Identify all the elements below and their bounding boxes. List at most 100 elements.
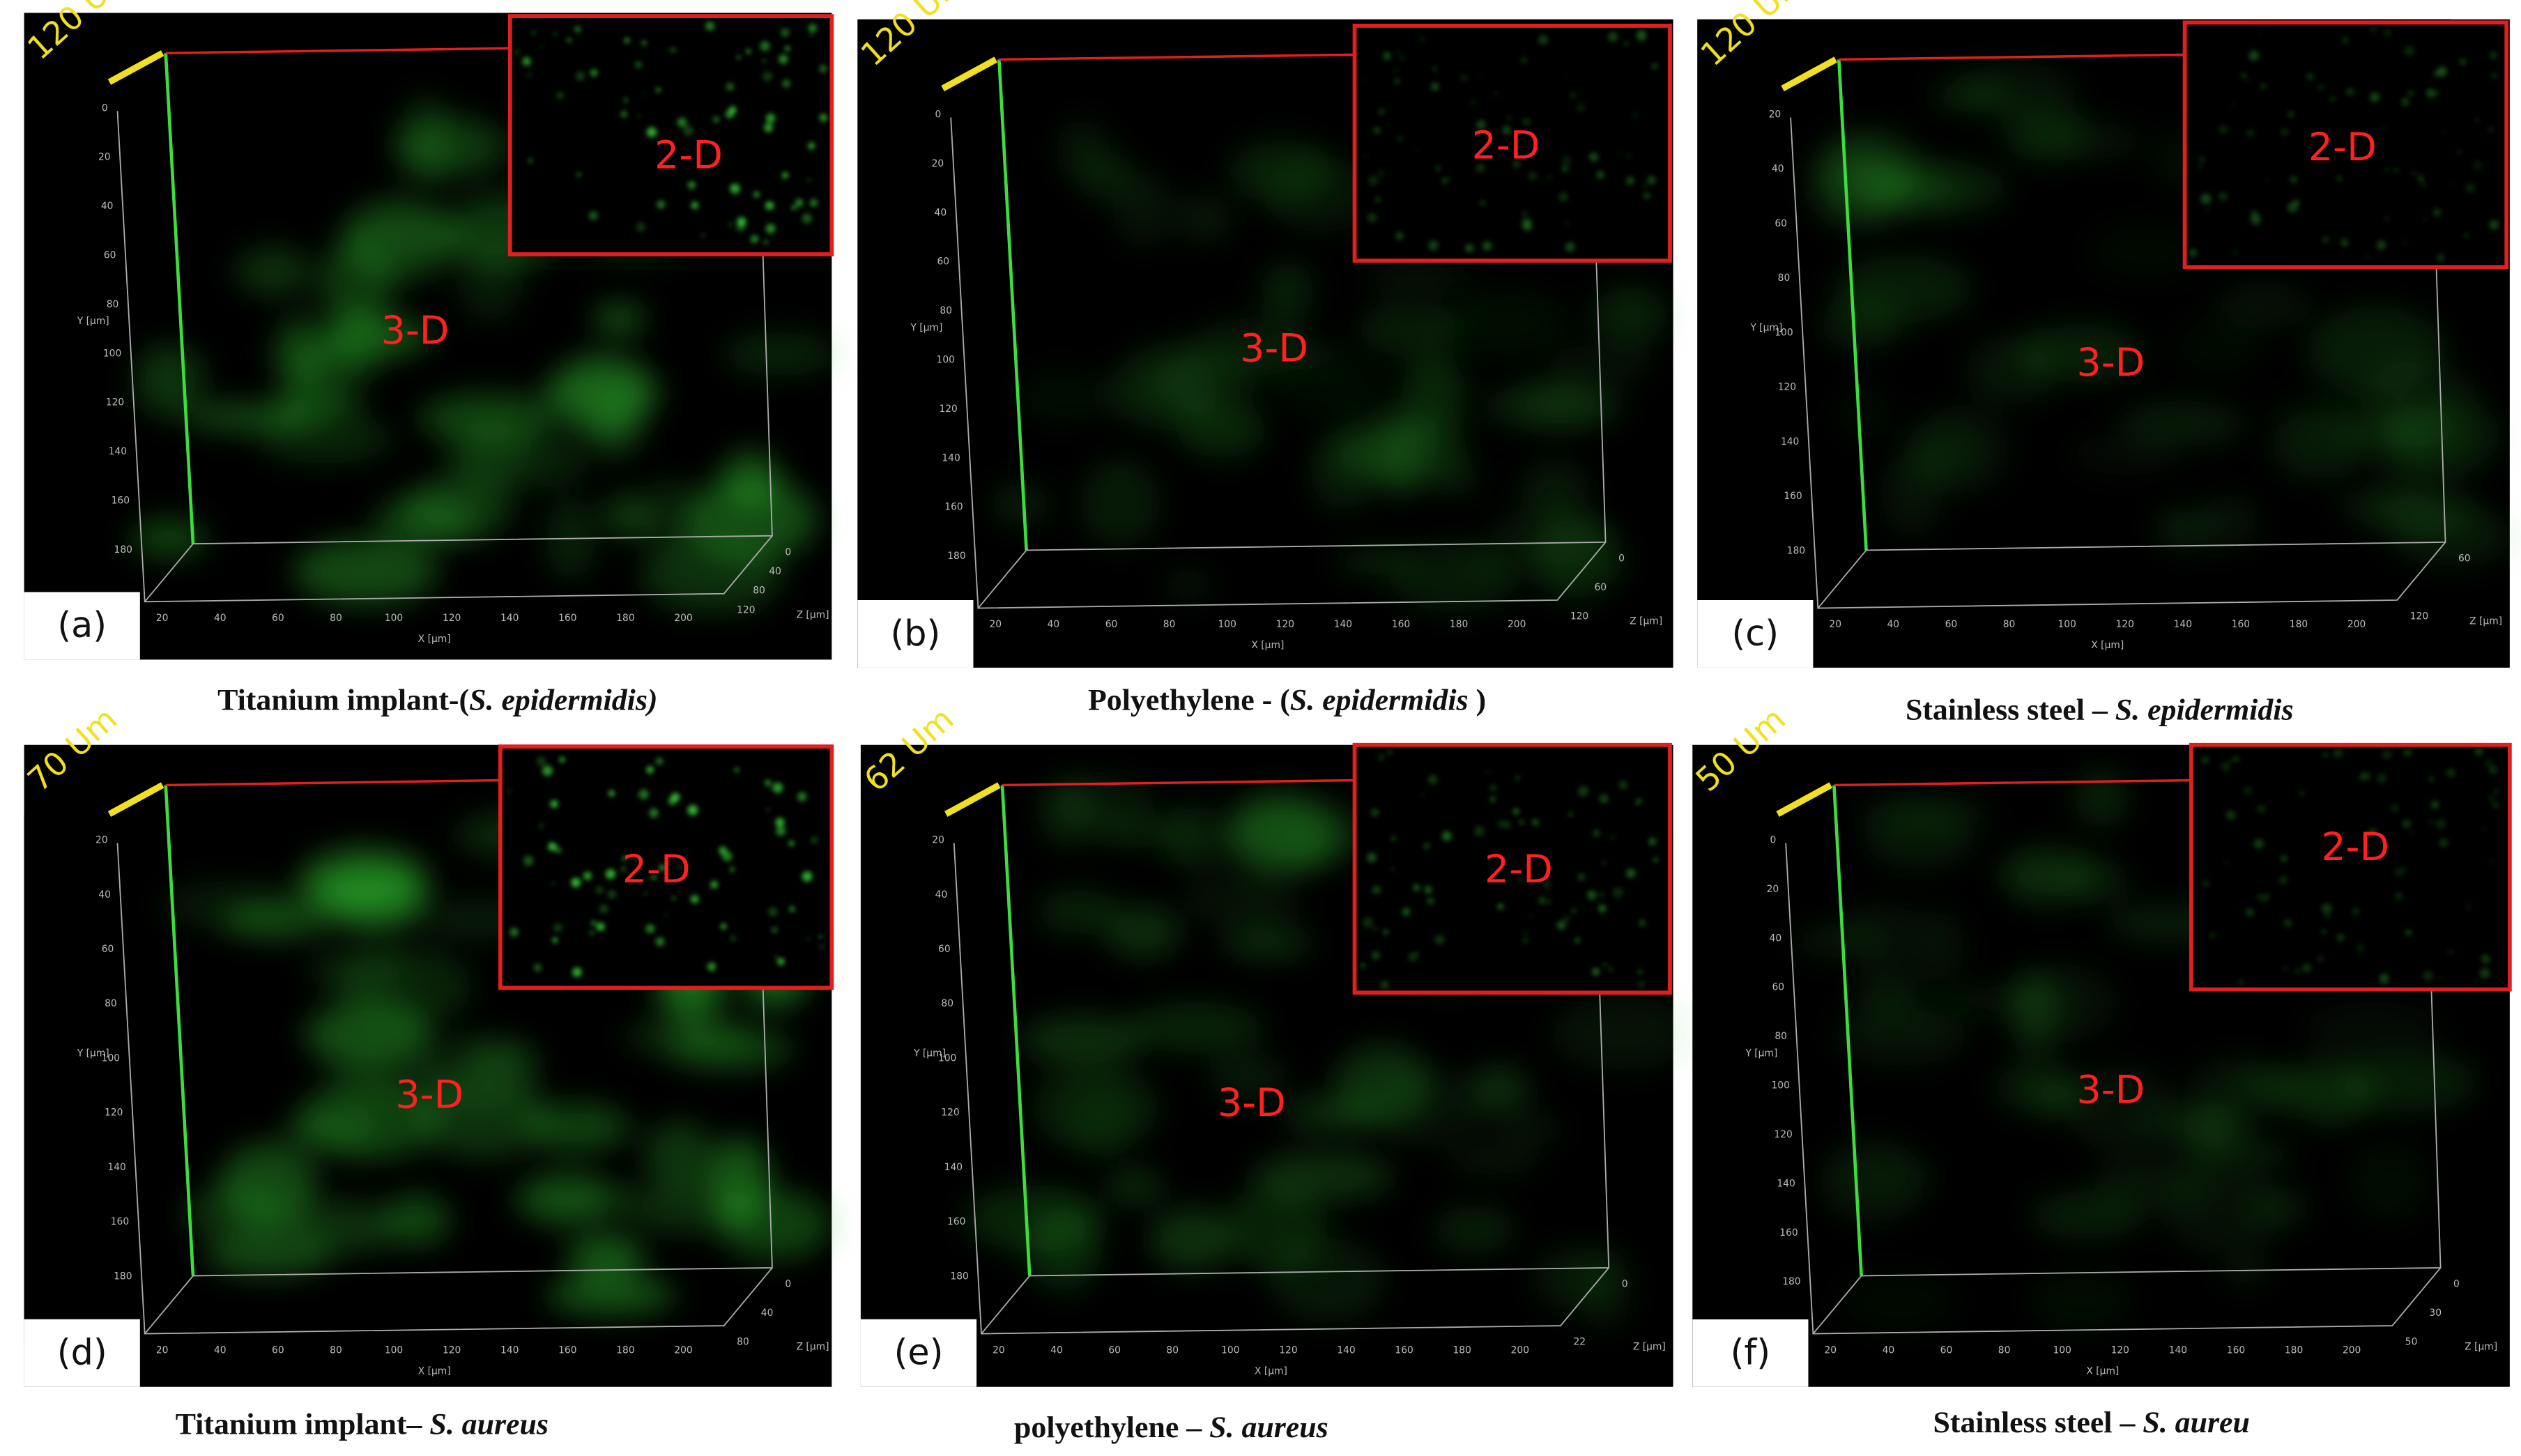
dot bbox=[1497, 903, 1504, 910]
dot bbox=[2290, 176, 2298, 184]
panel-label: (d) bbox=[57, 1332, 107, 1373]
y-tick-label: 100 bbox=[937, 355, 955, 366]
dot bbox=[522, 56, 531, 66]
x-tick-label: 60 bbox=[1105, 619, 1118, 630]
dot bbox=[623, 98, 628, 102]
glow bbox=[2302, 1001, 2445, 1052]
dot bbox=[1478, 74, 1481, 77]
inset-frame bbox=[507, 14, 834, 256]
inset-label: 2-D bbox=[654, 133, 723, 178]
dot bbox=[808, 24, 818, 33]
dot bbox=[819, 114, 828, 122]
dot bbox=[2474, 118, 2479, 123]
y-axis-label: Y [µm] bbox=[1745, 1048, 1777, 1059]
x-tick-label: 80 bbox=[1163, 619, 1176, 630]
dot bbox=[750, 235, 759, 244]
dot bbox=[1502, 125, 1511, 135]
inset-image bbox=[1354, 25, 1670, 261]
dot bbox=[777, 958, 785, 966]
dot bbox=[1420, 37, 1425, 42]
z-tick-label: 0 bbox=[2453, 1279, 2460, 1290]
z-axis-label: Z [µm] bbox=[797, 609, 829, 620]
dot bbox=[1361, 963, 1365, 968]
dot bbox=[1378, 754, 1385, 760]
dot bbox=[1651, 63, 1658, 70]
x-tick-label: 20 bbox=[1829, 619, 1841, 630]
dot bbox=[1470, 99, 1476, 105]
dot bbox=[1373, 127, 1381, 135]
dot bbox=[1568, 812, 1573, 817]
dot bbox=[2218, 192, 2228, 201]
dot bbox=[2423, 970, 2433, 981]
dot bbox=[643, 92, 646, 95]
glow bbox=[1223, 1185, 1327, 1272]
cube-edge bbox=[1812, 1275, 1862, 1335]
dot bbox=[583, 871, 592, 880]
dot bbox=[1420, 792, 1425, 797]
y-tick-label: 120 bbox=[939, 404, 957, 415]
dot bbox=[687, 181, 696, 190]
dot bbox=[643, 891, 647, 895]
dot bbox=[1574, 937, 1580, 943]
dot bbox=[1572, 908, 1576, 913]
y-tick-label: 40 bbox=[101, 201, 114, 212]
dot bbox=[590, 68, 598, 77]
x-tick-label: 140 bbox=[2169, 1344, 2187, 1356]
volume-label: 3-D bbox=[395, 1073, 463, 1117]
x-tick-label: 200 bbox=[674, 1344, 692, 1356]
glow bbox=[373, 496, 476, 545]
dot bbox=[2250, 210, 2259, 219]
dot bbox=[1378, 170, 1385, 176]
panel: 0 20 40 60 80 100 120 140 160 180 200 Y [µm] 20 40 60 8… bbox=[20, 0, 837, 717]
dot bbox=[599, 904, 608, 914]
y-tick-label: 20 bbox=[932, 158, 944, 169]
inset-frame bbox=[498, 744, 834, 990]
dot bbox=[553, 845, 560, 853]
glow bbox=[273, 388, 362, 418]
y-axis-label: Y [µm] bbox=[77, 1048, 109, 1059]
x-tick-label: 40 bbox=[214, 613, 227, 624]
dot bbox=[1648, 837, 1657, 846]
glow bbox=[2074, 767, 2129, 829]
glow bbox=[2199, 494, 2261, 550]
z-tick-label: 120 bbox=[2410, 611, 2428, 622]
y-tick-label: 180 bbox=[114, 1271, 132, 1282]
dot bbox=[2317, 84, 2324, 91]
dot bbox=[760, 40, 770, 52]
dot bbox=[634, 61, 643, 69]
dot bbox=[576, 71, 585, 81]
dot bbox=[1370, 808, 1379, 817]
dot bbox=[728, 222, 733, 227]
x-tick-label: 100 bbox=[2053, 1344, 2071, 1356]
dot bbox=[2439, 838, 2449, 848]
dot bbox=[2404, 45, 2414, 56]
glow bbox=[567, 1234, 645, 1280]
dot bbox=[780, 28, 790, 37]
dot bbox=[1364, 155, 1367, 158]
dot bbox=[1432, 66, 1438, 72]
dot bbox=[811, 836, 818, 844]
glow bbox=[1837, 1158, 1941, 1193]
dot bbox=[2306, 72, 2314, 81]
glow bbox=[1232, 338, 1344, 371]
dot bbox=[1386, 122, 1390, 125]
dot bbox=[588, 210, 598, 220]
dot bbox=[2432, 208, 2442, 217]
dot bbox=[1564, 916, 1570, 922]
y-tick-label: 140 bbox=[107, 1162, 125, 1173]
dot bbox=[2202, 880, 2209, 887]
x-axis-label: X [µm] bbox=[2086, 1365, 2119, 1377]
dot bbox=[806, 937, 811, 941]
glow bbox=[2153, 508, 2214, 549]
dot bbox=[1424, 886, 1432, 894]
glow bbox=[666, 1028, 793, 1070]
dot bbox=[2493, 788, 2499, 795]
dot bbox=[542, 765, 553, 776]
dot bbox=[656, 87, 661, 93]
x-tick-label: 200 bbox=[2347, 619, 2366, 630]
glow bbox=[1183, 878, 1301, 925]
dot bbox=[2278, 875, 2288, 884]
glow bbox=[1929, 82, 2016, 112]
dot bbox=[1378, 108, 1385, 115]
dot bbox=[1480, 200, 1485, 206]
